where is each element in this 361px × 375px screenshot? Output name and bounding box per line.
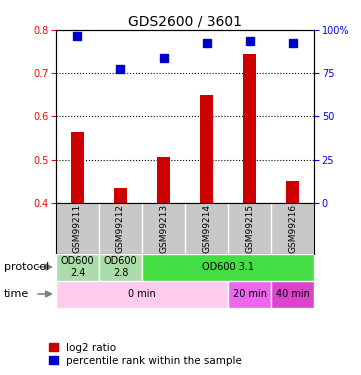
Bar (71, 132, 84, 203)
Bar (99, 254, 142, 280)
Text: GSM99213: GSM99213 (159, 204, 168, 253)
Text: OD600
2.4: OD600 2.4 (61, 256, 94, 278)
Text: protocol: protocol (4, 262, 49, 272)
Title: GDS2600 / 3601: GDS2600 / 3601 (128, 15, 242, 29)
Bar (228, 280, 271, 308)
Text: OD600
2.8: OD600 2.8 (104, 256, 137, 278)
Text: GSM99214: GSM99214 (202, 204, 211, 253)
Text: GSM99211: GSM99211 (73, 204, 82, 253)
Bar (286, 181, 299, 203)
Text: 40 min: 40 min (275, 289, 309, 299)
Bar (271, 280, 314, 308)
Bar (200, 95, 213, 203)
Legend: log2 ratio, percentile rank within the sample: log2 ratio, percentile rank within the s… (48, 343, 242, 366)
Text: GSM99215: GSM99215 (245, 204, 254, 253)
Text: GSM99216: GSM99216 (288, 204, 297, 253)
Text: OD600 3.1: OD600 3.1 (202, 262, 254, 272)
Bar (142, 254, 314, 280)
Text: GSM99212: GSM99212 (116, 204, 125, 253)
Text: 20 min: 20 min (232, 289, 266, 299)
Bar (56, 280, 228, 308)
Bar (243, 54, 256, 203)
Text: 0 min: 0 min (128, 289, 156, 299)
Bar (114, 188, 127, 203)
Bar (56, 254, 99, 280)
Text: time: time (4, 289, 29, 299)
Bar (157, 158, 170, 203)
